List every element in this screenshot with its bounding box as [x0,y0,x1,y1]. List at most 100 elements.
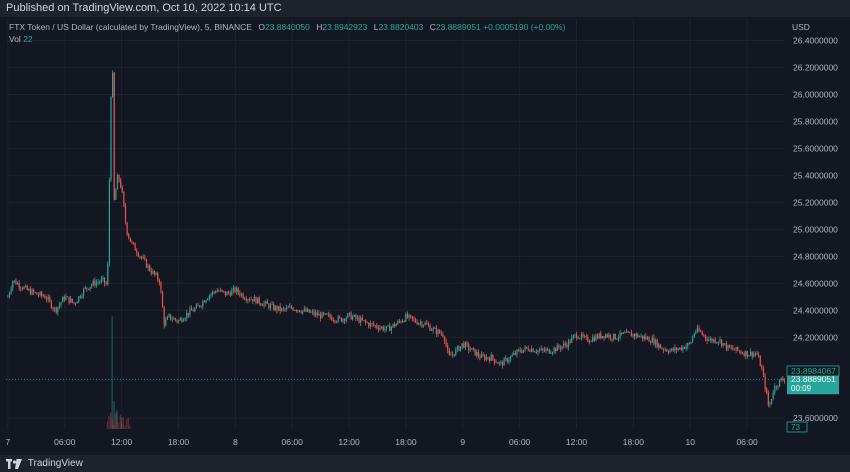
candle-body [292,308,294,311]
candle-body [614,333,616,340]
volume-label: Vol [9,34,21,44]
candle-body [584,336,586,338]
candle-body [144,257,146,260]
volume-bar [111,419,113,429]
candle-body [366,322,368,323]
candle-body [287,307,289,309]
candle-body [219,289,222,292]
candle-body [71,298,73,303]
candle-body [495,362,497,364]
candle-body [654,339,657,345]
candle-body [505,358,507,360]
candle-body [567,340,570,348]
candle-body [732,347,734,350]
y-tick-label: 25.4000000 [793,170,838,180]
candle-body [224,291,226,296]
candle-body [738,350,740,352]
candle-body [479,356,481,358]
candle-body [440,333,442,334]
candle-body [16,283,19,285]
volume-legend: Vol 22 [9,34,33,44]
candle-body [86,287,88,289]
candle-body [115,189,117,200]
candle-body [45,298,48,300]
x-tick-label: 18:00 [395,437,417,447]
candle-body [476,352,478,356]
candle-body [166,316,168,320]
candle-body [437,329,439,335]
candle-body [500,362,502,363]
candle-body [31,289,33,295]
candle-body [461,343,463,347]
candle-body [416,322,418,325]
candle-body [160,282,162,292]
candle-body [326,313,328,315]
volume-bar [116,410,118,429]
candle-body [334,320,336,322]
high-label: H [316,22,323,32]
candle-body [761,366,763,369]
candle-body [595,335,597,341]
candle-body [542,348,544,350]
candle-body [281,308,283,311]
candle-body [564,343,566,345]
candle-body [208,295,210,299]
candle-body [585,336,587,338]
candle-body [95,282,98,286]
candle-body [482,354,484,356]
candle-body [706,338,708,341]
candle-body [87,288,90,290]
candle-body [746,351,748,357]
candle-body [442,333,444,337]
candle-body [147,265,149,268]
candlestick-chart[interactable]: 26.4000000 26.2000000 26.0000000 25.8000000… [0,17,850,455]
candle-body [21,288,23,290]
candle-body [429,325,431,331]
candle-body [158,279,160,283]
volume-bar [126,418,128,429]
candle-body [588,341,591,343]
candle-body [107,264,109,285]
candle-body [94,280,96,286]
candle-body [671,348,673,351]
candle-body [770,398,773,405]
candle-body [775,386,777,388]
candle-body [213,291,215,293]
candle-body [52,307,54,309]
candle-body [455,349,457,356]
candle-body [179,318,181,321]
candle-body [197,305,199,306]
candle-body [242,293,244,299]
candle-body [619,332,621,338]
candle-body [592,337,594,342]
candle-body [646,337,649,340]
candle-body [271,303,273,305]
time-axis[interactable]: 7 06:00 12:00 18:00 8 06:00 12:00 18:00 9 06:00 12… [6,437,758,447]
candle-body [178,320,180,322]
candle-body [129,237,131,242]
candle-body [236,288,238,293]
candle-body [63,297,65,300]
candle-body [431,330,433,331]
candle-body [89,286,91,290]
candle-body [777,386,779,388]
candle-body [39,292,41,296]
close-label: C [429,22,436,32]
candle-body [329,314,331,318]
x-tick-label: 9 [460,437,465,447]
chart-grid [6,19,785,429]
candle-body [374,325,376,327]
candle-body [387,325,389,327]
candle-body [244,298,246,300]
candle-body [601,336,603,339]
candle-body [561,346,563,349]
volume-bar [113,424,115,429]
candle-body [451,354,454,356]
candle-body [145,259,148,268]
candle-body [522,349,525,353]
candle-body [257,297,259,304]
candle-body [426,322,428,325]
volume-bar [118,422,120,429]
price-axis[interactable]: 26.4000000 26.2000000 26.0000000 25.8000000… [793,35,838,423]
